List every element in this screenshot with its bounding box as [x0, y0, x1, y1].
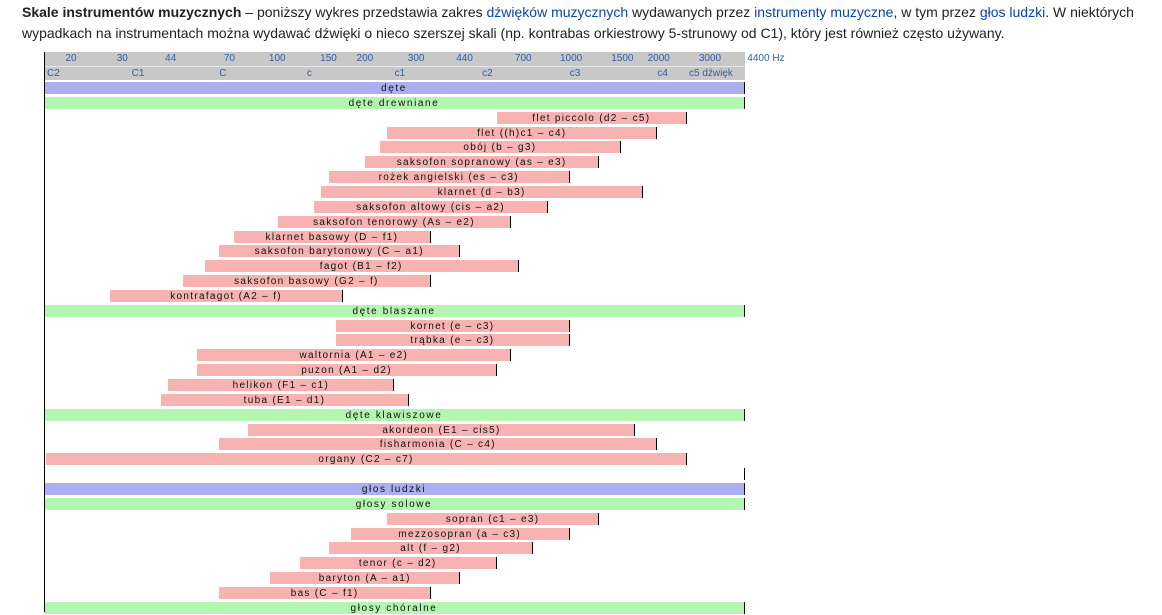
range-bar: alt (f – g2): [328, 542, 534, 555]
hz-tick-label: 4400 Hz: [747, 53, 785, 64]
link-glos-ludzki[interactable]: głos ludzki: [979, 4, 1046, 20]
hz-tick-label: 44: [165, 53, 177, 64]
range-bar: trąbka (e – c3): [336, 334, 570, 347]
range-bar: organy (C2 – c7): [46, 453, 687, 466]
note-tick-label: C1: [131, 68, 145, 79]
group-header: głos ludzki: [44, 482, 745, 495]
range-bar: kontrafagot (A2 – f): [109, 289, 344, 302]
subgroup-header: dęte drewniane: [44, 96, 745, 109]
range-bar: saksofon tenorowy (As – e2): [277, 215, 512, 228]
note-tick-label: c4: [657, 68, 668, 79]
range-bar: saksofon altowy (cis – a2): [314, 200, 548, 213]
range-bar: puzon (A1 – d2): [197, 364, 497, 377]
range-bar: saksofon sopranowy (as – e3): [365, 156, 599, 169]
subgroup-header: dęte klawiszowe: [44, 408, 745, 421]
hz-tick-label: 3000: [698, 53, 722, 64]
hz-axis: 20 30 44 70 100 150 200 300 440 700 1000 1500 2000 30…: [44, 52, 785, 66]
link-instrumenty-muzyczne[interactable]: instrumenty muzyczne: [754, 4, 894, 20]
hz-tick-label: 2000: [647, 53, 670, 64]
range-bar: mezzosopran (a – c3): [350, 527, 570, 540]
subgroup-header: dęte blaszane: [44, 304, 745, 317]
note-tick-label: C2: [47, 68, 60, 79]
intro-text-3: , w tym przez: [893, 4, 980, 20]
axis-header: 20 30 44 70 100 150 200 300 440 700 1000 1500 2000 30…: [44, 52, 785, 80]
note-tick-label: c3: [569, 68, 581, 79]
intro-text-1: – poniższy wykres przedstawia zakres: [241, 4, 487, 20]
left-axis-line: [44, 52, 45, 612]
intro-title: Skale instrumentów muzycznych: [22, 4, 242, 20]
intro-text-2: wydawanych przez: [628, 4, 755, 20]
hz-tick-label: 20: [65, 53, 77, 64]
hz-tick-label: 700: [514, 53, 532, 64]
range-bar: saksofon basowy (G2 – f): [182, 275, 431, 288]
intro-paragraph: Skale instrumentów muzycznych – poniższy…: [22, 2, 1147, 44]
hz-tick-label: 200: [356, 53, 374, 64]
hz-tick-label: 70: [223, 53, 235, 64]
hz-tick-label: 100: [268, 53, 286, 64]
range-bar: klarnet (d – b3): [321, 185, 643, 198]
range-bar: saksofon barytonowy (C – a1): [219, 245, 461, 258]
range-bar: waltornia (A1 – e2): [197, 349, 512, 362]
range-bar: flet ((h)c1 – c4): [387, 126, 658, 139]
note-tick-label: c: [306, 68, 312, 79]
range-bar: klarnet basowy (D – f1): [233, 230, 431, 243]
range-bar: helikon (F1 – c1): [168, 379, 395, 391]
subgroup-header: głosy chóralne: [44, 601, 745, 614]
note-tick-label: c5 dźwięk: [689, 68, 733, 79]
range-bar: sopran (c1 – e3): [387, 512, 599, 525]
range-bar: baryton (A – a1): [270, 572, 461, 585]
range-bar: kornet (e – c3): [336, 319, 570, 332]
note-tick-label: c1: [394, 68, 406, 79]
group-header: dęte: [44, 82, 745, 94]
row-spacer: [744, 468, 745, 481]
intro-text-4: . W niektórych wypadkach na instrumentac…: [22, 4, 1134, 41]
range-bar: fagot (B1 – f2): [204, 260, 519, 273]
range-bar: flet piccolo (d2 – c5): [496, 111, 687, 124]
link-dzwieki-muzyczne[interactable]: dźwięków muzycznych: [486, 4, 629, 20]
hz-tick-label: 1500: [611, 53, 634, 64]
subgroup-header: głosy solowe: [44, 497, 745, 510]
hz-tick-label: 30: [116, 53, 128, 64]
range-bar: bas (C – f1): [219, 586, 431, 599]
hz-tick-label: 300: [407, 53, 425, 64]
range-bar: obój (b – g3): [379, 141, 621, 154]
hz-tick-label: 440: [456, 53, 473, 64]
instrument-range-chart: 20 30 44 70 100 150 200 300 440 700 1000 1500 2000 30…: [44, 52, 785, 614]
range-bar: tenor (c – d2): [299, 557, 497, 570]
range-bar: rożek angielski (es – c3): [328, 171, 570, 184]
hz-tick-label: 150: [320, 53, 337, 64]
range-bar: fisharmonia (C – c4): [219, 438, 658, 451]
note-tick-label: c2: [482, 68, 493, 79]
range-bar: akordeon (E1 – cis5): [248, 423, 636, 436]
hz-tick-label: 1000: [560, 53, 583, 64]
note-tick-label: C: [219, 68, 227, 79]
range-bar: tuba (E1 – d1): [160, 393, 410, 406]
